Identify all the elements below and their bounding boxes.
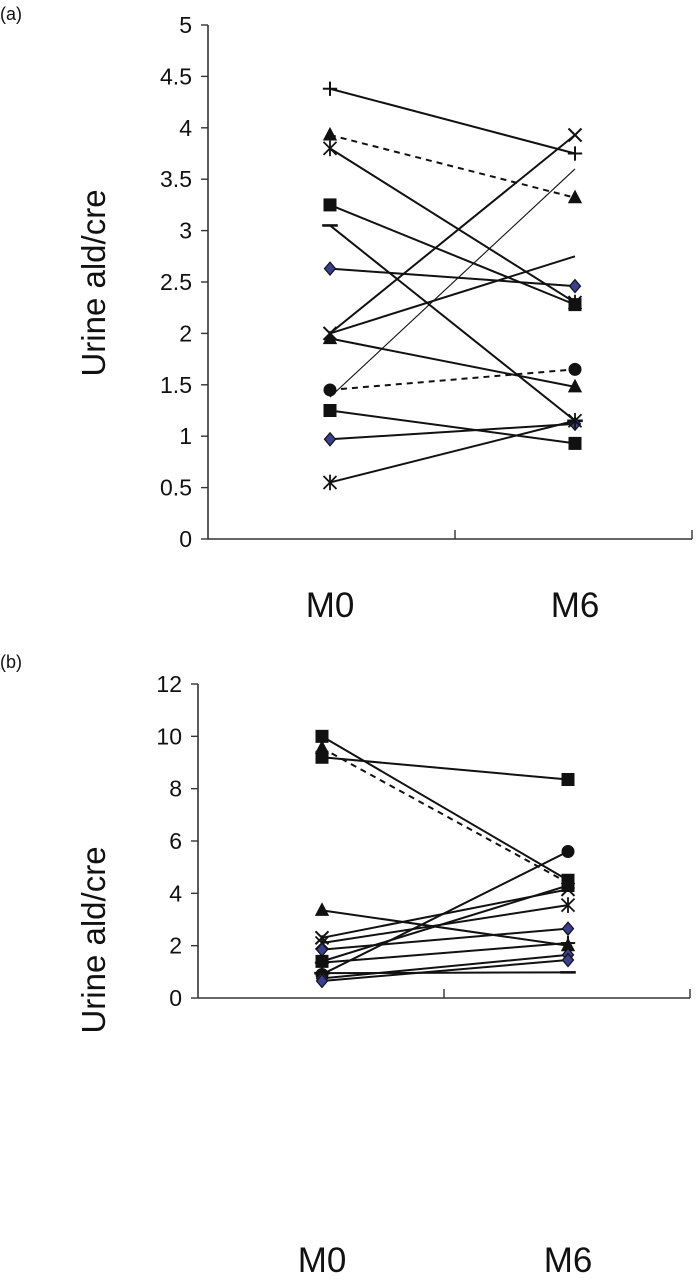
panel-a-y-ticks: 0 0.5 1 1.5 2 2.5 3 3.5 4 4.5 5 — [160, 12, 693, 552]
panel-0-series-7-line — [329, 255, 576, 335]
panel-0-y-tick-label-9: 4.5 — [160, 63, 192, 89]
panel-1-series-3-point-m0 — [314, 902, 330, 916]
panel-b-category-m0: M0 — [298, 1241, 347, 1280]
panel-1-y-tick-label-4: 8 — [169, 776, 182, 802]
panel-0-series-13-point-m6 — [567, 412, 583, 429]
panel-1-series-10-line — [321, 953, 569, 980]
panel-1-series-12-point-m6 — [561, 952, 575, 968]
panel-0-series-10-line — [329, 168, 576, 398]
panel-0-series-11-line — [329, 409, 576, 445]
panel-1-series-6-line — [321, 927, 569, 951]
panel-1-series-1-point-m0 — [314, 739, 330, 754]
panel-0-y-tick-label-4: 2 — [179, 320, 192, 346]
panel-a-label: (a) — [0, 4, 22, 24]
panel-1-y-tick-label-3: 6 — [169, 828, 182, 854]
panel-0-series-3-point-m0 — [323, 198, 337, 212]
panel-0-series-9-point-m0 — [323, 383, 337, 397]
panel-0-series-6-point-m6-d2 — [567, 127, 583, 143]
panel-a: (a) Urine ald/cre 00.511.522.533.544.55 … — [0, 4, 693, 625]
panel-0-series-3-point-m6 — [568, 298, 582, 312]
panel-1-series-5-point-m6 — [560, 897, 576, 913]
panel-1-series-2-point-m0 — [315, 750, 329, 764]
panel-0-series-6-line — [329, 134, 576, 335]
panel-0-series-8-line — [329, 337, 576, 388]
panel-1-series-9-point-m6 — [561, 844, 575, 858]
panel-a-series — [322, 81, 583, 491]
panel-b-y-ticks: 0 2 4 6 8 10 12 — [156, 671, 691, 1011]
panel-0-series-9-point-m6 — [568, 362, 582, 376]
panel-1-series-12-line — [321, 959, 569, 982]
panel-1-series-0-point-m0 — [315, 729, 329, 743]
panel-b-y-axis-title: Urine ald/cre — [75, 846, 112, 1033]
panel-1-series-2-line — [321, 756, 569, 781]
panel-1-series-1-line — [321, 747, 569, 884]
panel-0-series-8-point-m0 — [322, 330, 338, 345]
panel-0-series-1-line — [329, 134, 576, 199]
panel-a-category-m6: M6 — [551, 586, 600, 625]
panel-0-series-11-point-m6 — [568, 436, 582, 450]
panel-0-series-13-line — [329, 419, 576, 484]
panel-1-y-tick-label-1: 2 — [169, 933, 182, 959]
panel-0-series-3-line — [329, 203, 576, 306]
panel-0-series-12-line — [329, 422, 576, 441]
panel-0-series-11-point-m0 — [323, 404, 337, 417]
panel-0-series-5-line — [329, 267, 576, 288]
panel-1-y-tick-label-0: 0 — [169, 985, 182, 1011]
panel-b-series — [314, 729, 576, 989]
panel-1-series-0-line — [321, 735, 569, 882]
panel-0-series-1-point-m0 — [322, 126, 338, 141]
panel-b-label: (b) — [0, 652, 22, 672]
panel-0-series-0-point-m6 — [567, 146, 583, 161]
panel-1-series-12-point-m0 — [315, 973, 329, 989]
panel-0-y-tick-label-10: 5 — [179, 12, 192, 38]
panel-0-y-tick-label-2: 1 — [179, 423, 192, 449]
panel-0-series-6-point-m6 — [567, 127, 583, 143]
panel-1-series-2-point-m6 — [561, 773, 575, 787]
panel-0-series-5-point-m6 — [568, 278, 582, 294]
panel-1-y-tick-label-5: 10 — [156, 723, 182, 749]
panel-1-series-11-line — [321, 971, 569, 975]
panel-1-series-8-line — [321, 942, 569, 964]
panel-1-series-6-point-m0 — [315, 942, 329, 958]
panel-0-series-8-point-m6 — [567, 378, 583, 393]
panel-1-series-8-point-m0 — [314, 955, 330, 970]
panel-0-series-1-point-m6 — [567, 189, 583, 204]
panel-b-category-m6: M6 — [544, 1241, 593, 1280]
panel-1-series-7-line — [321, 884, 569, 963]
panel-0-series-2-line — [329, 147, 576, 304]
panel-0-series-4-line — [329, 224, 576, 422]
panel-0-series-13-point-m0 — [322, 474, 338, 491]
panel-0-series-0-line — [329, 87, 576, 155]
panel-0-series-2-point-m0 — [322, 140, 338, 157]
panel-0-series-12-point-m0 — [323, 431, 337, 447]
panel-a-y-axis-title: Urine ald/cre — [75, 189, 112, 376]
panel-1-series-6-point-m6 — [561, 921, 575, 937]
panel-0-y-tick-label-5: 2.5 — [160, 269, 192, 295]
panel-0-y-tick-label-6: 3 — [179, 218, 192, 244]
panel-b: (b) Urine ald/cre 0 2 4 6 8 10 12 M0 M6 — [0, 652, 691, 1280]
panel-1-y-tick-label-6: 12 — [156, 671, 182, 697]
panel-1-series-3-line — [321, 909, 569, 947]
panel-0-y-tick-label-0: 0 — [179, 526, 192, 552]
panel-1-series-7-point-m6 — [561, 878, 575, 892]
panel-0-y-tick-label-7: 3.5 — [160, 166, 192, 192]
panel-0-series-5-point-m0 — [323, 261, 337, 277]
panel-0-y-tick-label-3: 1.5 — [160, 372, 192, 398]
panel-0-y-tick-label-1: 0.5 — [160, 475, 192, 501]
panel-0-series-0-point-m0 — [322, 81, 338, 96]
panel-0-series-9-line — [329, 368, 576, 391]
panel-1-y-tick-label-2: 4 — [169, 880, 182, 906]
panel-a-category-m0: M0 — [306, 586, 355, 625]
panel-1-series-9-line — [321, 850, 569, 976]
panel-0-y-tick-label-8: 4 — [179, 115, 192, 141]
